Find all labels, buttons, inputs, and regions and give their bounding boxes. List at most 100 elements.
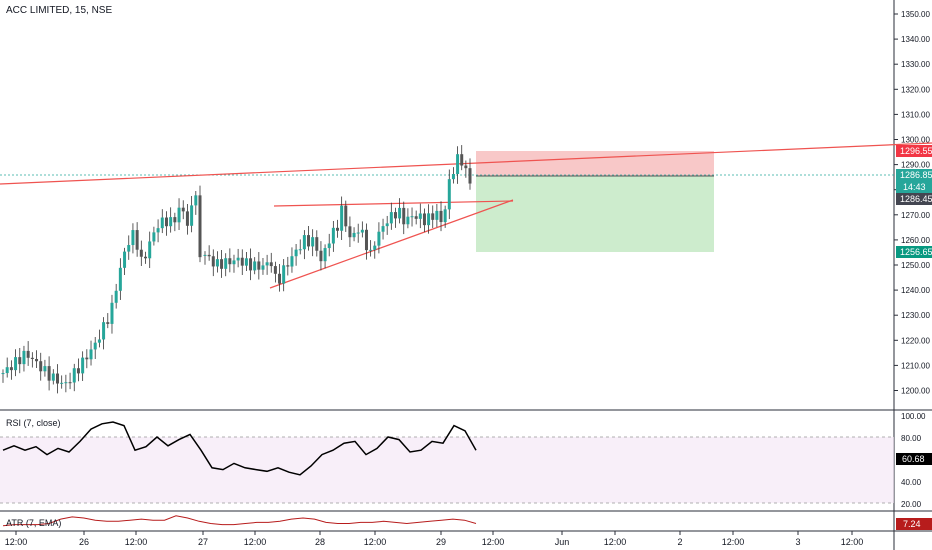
- target-badge: 1256.65: [896, 246, 932, 258]
- candle-body: [148, 241, 152, 259]
- candle-body: [35, 358, 39, 362]
- candle-body: [373, 245, 377, 250]
- candle-body: [93, 342, 97, 350]
- candle-body: [164, 217, 168, 227]
- candle-body: [72, 368, 76, 383]
- candle-body: [456, 154, 460, 174]
- rsi-path: [2, 421, 477, 476]
- candle-body: [160, 217, 164, 229]
- candle-body: [211, 256, 215, 267]
- candles: [1, 145, 472, 394]
- candle-body: [364, 229, 368, 251]
- time-label: 12:00: [722, 537, 745, 547]
- candle-body: [190, 205, 194, 226]
- candle-body: [381, 226, 385, 232]
- symbol-title[interactable]: ACC LIMITED, 15, NSE: [6, 5, 113, 16]
- candle-body: [118, 267, 122, 291]
- candle-body: [460, 154, 464, 166]
- stop-zone[interactable]: [476, 151, 714, 176]
- time-label: 12:00: [364, 537, 387, 547]
- time-label: 12:00: [125, 537, 148, 547]
- candle-body: [302, 235, 306, 250]
- time-label: 12:00: [244, 537, 267, 547]
- candle-body: [435, 210, 439, 220]
- candle-body: [319, 250, 323, 262]
- candle-body: [139, 249, 143, 257]
- candle-body: [68, 382, 72, 384]
- candle-body: [269, 262, 273, 267]
- candle-body: [18, 357, 22, 365]
- candle-body: [85, 357, 89, 360]
- current-price-text: 1286.85: [900, 170, 932, 180]
- time-label: 3: [795, 537, 800, 547]
- candle-body: [203, 254, 207, 256]
- rsi-line: [2, 421, 477, 476]
- candle-body: [265, 262, 269, 266]
- time-label: 26: [79, 537, 89, 547]
- atr-title[interactable]: ATR (7, EMA): [6, 518, 62, 528]
- candle-body: [286, 265, 290, 267]
- candle-body: [14, 357, 18, 371]
- atr-value-text: 7.24: [903, 519, 921, 529]
- candle-body: [249, 258, 253, 271]
- candle-body: [135, 230, 139, 250]
- time-label: 12:00: [5, 537, 28, 547]
- candle-body: [418, 213, 422, 219]
- entry-badge: 1286.45: [896, 193, 932, 205]
- price-tick-label: 1200.00: [901, 387, 930, 396]
- target-zone[interactable]: [476, 176, 714, 252]
- candle-body: [5, 367, 9, 374]
- candle-body: [215, 259, 219, 267]
- candle-body: [194, 195, 198, 206]
- candle-body: [282, 265, 286, 284]
- candle-body: [443, 209, 447, 223]
- candle-body: [389, 212, 393, 224]
- candle-body: [144, 256, 148, 259]
- candle-body: [406, 216, 410, 225]
- rising-trendline[interactable]: [269, 199, 514, 289]
- candle-body: [198, 195, 202, 258]
- stop-badge: 1296.55: [896, 145, 932, 157]
- candle-body: [261, 265, 265, 270]
- candle-body: [30, 357, 34, 359]
- candle-body: [51, 373, 55, 381]
- current-price-badge: 1286.85: [896, 169, 932, 181]
- candle-body: [348, 226, 352, 238]
- horizontal-trendline[interactable]: [273, 200, 514, 207]
- candle-body: [356, 232, 360, 234]
- candle-body: [385, 223, 389, 227]
- candle-body: [298, 249, 302, 251]
- price-tick-label: 1250.00: [901, 261, 930, 270]
- countdown-badge: 14:43: [896, 181, 932, 193]
- candle-body: [9, 367, 13, 371]
- time-label: 27: [198, 537, 208, 547]
- candle-body: [228, 258, 232, 265]
- candle-body: [106, 322, 110, 324]
- price-tick-label: 1220.00: [901, 336, 930, 345]
- candle-body: [294, 249, 298, 257]
- candle-body: [131, 230, 135, 246]
- candle-body: [123, 251, 127, 268]
- candle-body: [232, 260, 236, 265]
- candle-body: [152, 232, 156, 242]
- candle-body: [336, 227, 339, 231]
- rsi-title[interactable]: RSI (7, close): [6, 418, 61, 428]
- candle-body: [427, 213, 431, 226]
- candle-body: [422, 213, 426, 226]
- candle-body: [26, 350, 30, 358]
- candle-body: [173, 217, 177, 223]
- target-badge-text: 1256.65: [900, 247, 932, 257]
- candle-body: [236, 257, 240, 261]
- time-label: 12:00: [604, 537, 627, 547]
- rsi-value-text: 60.68: [902, 454, 925, 464]
- atr-value-badge: 7.24: [896, 518, 932, 530]
- price-tick-label: 1290.00: [901, 161, 930, 170]
- candle-body: [315, 237, 319, 251]
- candle-body: [177, 207, 181, 223]
- atr-path: [2, 515, 477, 527]
- candle-body: [110, 302, 114, 324]
- price-tick-label: 1230.00: [901, 311, 930, 320]
- candle-body: [451, 173, 455, 180]
- candle-body: [114, 290, 118, 303]
